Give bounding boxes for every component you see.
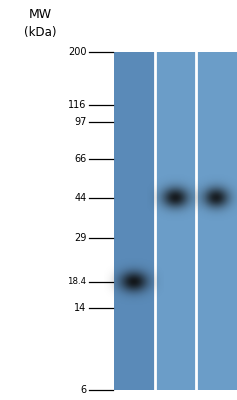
Text: 6: 6 [80, 385, 87, 395]
Text: 200: 200 [68, 47, 87, 57]
Bar [114, 52, 155, 390]
Text: 116: 116 [68, 100, 87, 110]
Text: 18.4: 18.4 [67, 278, 87, 286]
Text: (kDa): (kDa) [24, 26, 57, 39]
Text: 14: 14 [74, 303, 87, 313]
Text: 44: 44 [74, 193, 87, 203]
Bar [196, 52, 237, 390]
Text: 29: 29 [74, 233, 87, 243]
Text: MW: MW [29, 8, 52, 21]
Bar [155, 52, 196, 390]
Text: 66: 66 [74, 154, 87, 164]
Bar [114, 52, 237, 390]
Text: 97: 97 [74, 117, 87, 127]
